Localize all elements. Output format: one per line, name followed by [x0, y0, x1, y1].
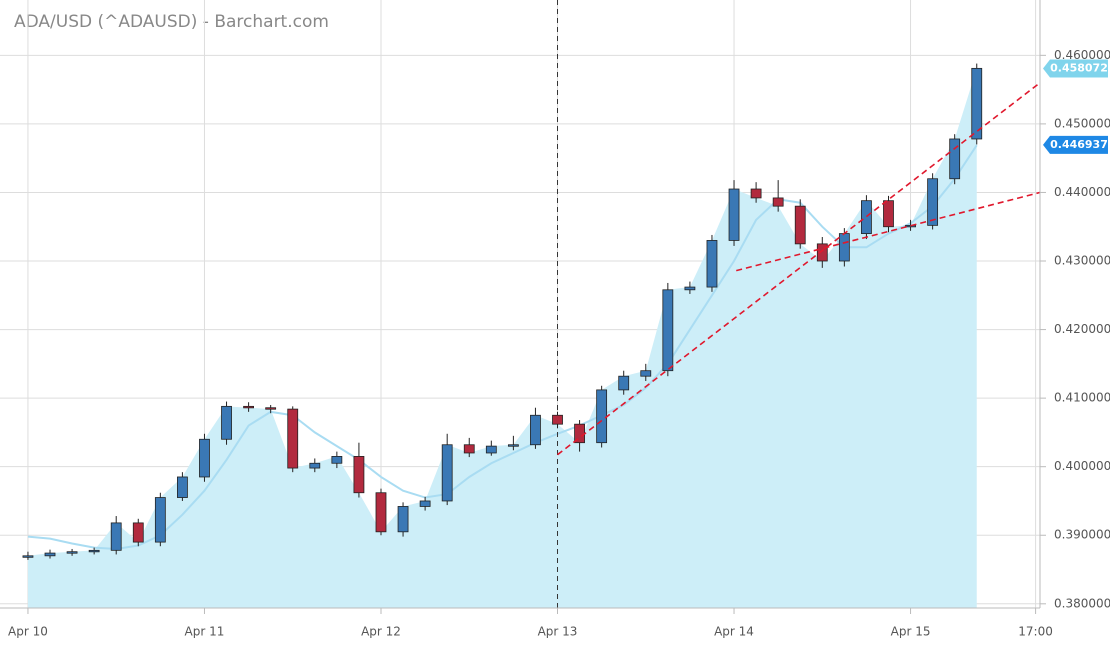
candle-body: [177, 476, 188, 498]
candle-body: [596, 389, 608, 444]
candle-body: [772, 197, 784, 207]
candle-body: [728, 188, 740, 241]
price-tag-label: 0.446937: [1050, 138, 1108, 151]
candle-body: [463, 444, 475, 454]
candle-body: [265, 407, 277, 410]
price-tag: [1043, 59, 1108, 78]
y-tick-label: 0.450000: [1054, 116, 1110, 130]
y-tick-label: 0.430000: [1054, 254, 1110, 268]
candle-body: [794, 205, 806, 245]
candle-body: [375, 492, 387, 533]
y-tick-label: 0.410000: [1054, 391, 1110, 405]
candle-body: [331, 456, 343, 464]
x-tick-label: Apr 12: [361, 625, 401, 639]
y-tick-label: 0.390000: [1054, 528, 1110, 542]
candle-body: [662, 289, 674, 372]
candle-body: [949, 138, 961, 180]
candle-body: [154, 497, 166, 543]
x-tick-label: Apr 11: [185, 625, 225, 639]
price-tag-label: 0.458072: [1050, 62, 1108, 75]
candle-body: [640, 370, 652, 377]
candle-body: [861, 200, 872, 234]
x-tick-label: Apr 10: [8, 625, 48, 639]
candle-body: [883, 200, 894, 228]
y-tick-label: 0.380000: [1054, 596, 1110, 610]
trend-line: [736, 191, 1040, 272]
candle-body: [838, 233, 850, 262]
candle-body: [88, 549, 100, 553]
candle-body: [199, 438, 210, 478]
candle-body: [221, 405, 232, 440]
candle-body: [618, 375, 630, 391]
close-area: [27, 68, 977, 608]
x-tick-label: Apr 13: [538, 625, 578, 639]
candle-body: [485, 445, 497, 454]
y-tick-label: 0.400000: [1054, 459, 1110, 473]
y-tick-label: 0.440000: [1054, 185, 1110, 199]
candle-body: [132, 522, 144, 543]
x-tick-label: Apr 14: [714, 625, 754, 639]
candle-body: [530, 414, 541, 446]
candle-body: [309, 462, 321, 469]
candle-body: [507, 444, 519, 447]
candle-body: [684, 286, 696, 291]
candle-body: [552, 414, 563, 425]
chart-title: ADA/USD (^ADAUSD) - Barchart.com: [14, 12, 329, 32]
price-tag: [1043, 135, 1108, 154]
candle-body: [110, 522, 122, 551]
candle-body: [287, 408, 299, 469]
plot: [0, 0, 1040, 608]
candle-body: [66, 551, 78, 554]
y-tick-label: 0.460000: [1054, 48, 1110, 62]
candle-body: [441, 444, 453, 502]
x-tick-label: Apr 15: [891, 625, 931, 639]
candle-body: [353, 456, 365, 494]
y-tick-label: 0.420000: [1054, 322, 1110, 336]
x-tick-label: 17:00: [1018, 625, 1053, 639]
candle-body: [44, 552, 56, 557]
candle-body: [397, 506, 409, 533]
candle-body: [419, 500, 431, 507]
candle-body: [243, 405, 254, 409]
candle-body: [816, 243, 828, 262]
candle-body: [706, 240, 718, 288]
candle-body: [971, 67, 983, 140]
candle-body: [22, 555, 34, 558]
candle-body: [750, 188, 762, 199]
moving-average-line: [27, 144, 978, 550]
trend-line: [557, 82, 1040, 456]
candle-body: [927, 178, 939, 226]
